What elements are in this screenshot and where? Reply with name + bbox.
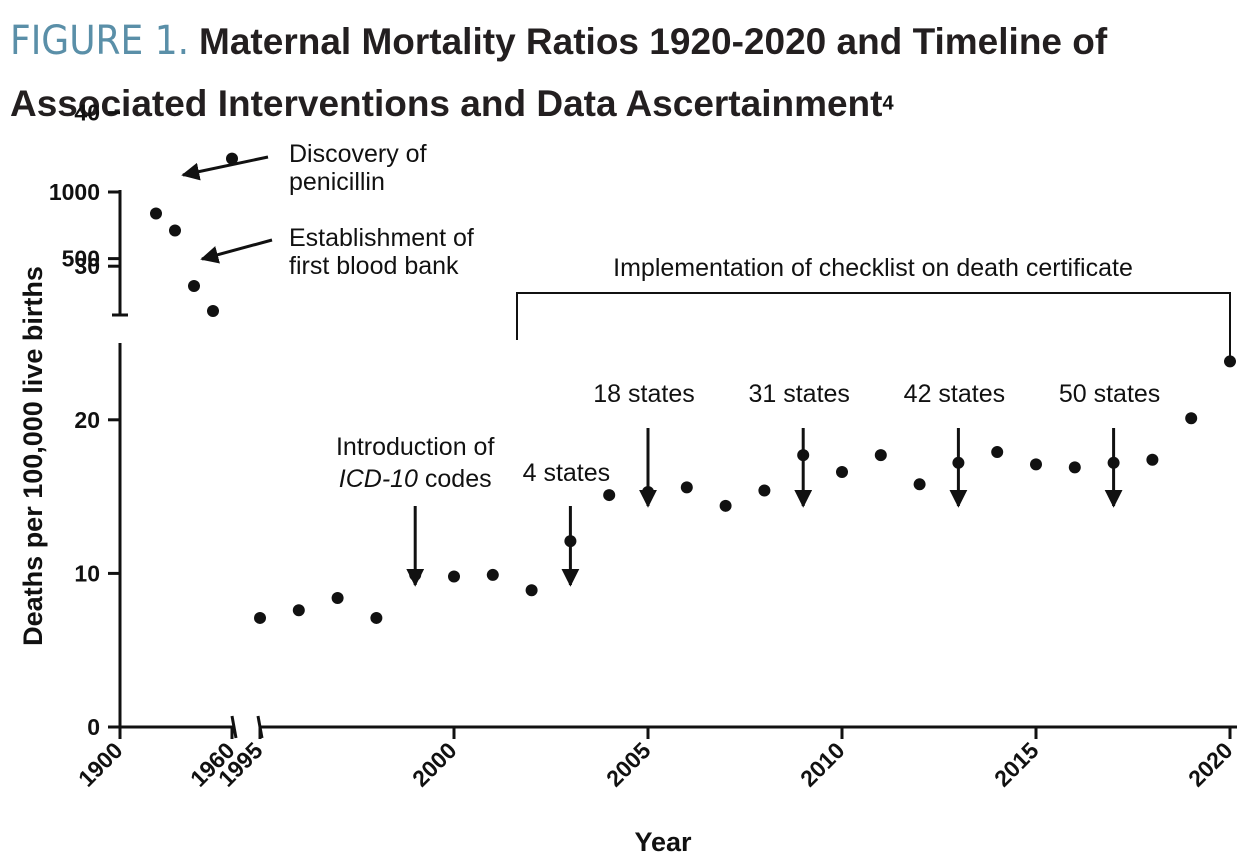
annotation-states-label: 50 states: [1059, 380, 1160, 408]
figure-heading: FIGURE 1. Maternal Mortality Ratios 1920-…: [10, 14, 1240, 139]
data-point: [1068, 461, 1081, 474]
y-tick-label: 20: [74, 407, 100, 433]
data-point: [370, 611, 383, 624]
data-point-historical: [150, 207, 162, 220]
data-point: [719, 499, 732, 512]
annotation-icd10-line1: Introduction of: [336, 433, 494, 461]
x-axis-title: Year: [634, 827, 692, 857]
x-axis-break-mark-left: [230, 715, 238, 739]
annotation-penicillin-arrow: [181, 155, 269, 181]
annotation-states-label: 4 states: [523, 459, 611, 487]
data-point: [1030, 458, 1042, 471]
annotation-icd10-line2: ICD-10 codes: [339, 465, 492, 493]
figure-label: FIGURE 1.: [10, 18, 190, 64]
annotation-states-label: 18 states: [593, 380, 694, 408]
annotation-penicillin-line1: Discovery of: [289, 140, 427, 168]
figure-superscript: 4: [882, 92, 894, 115]
data-point: [525, 584, 538, 597]
data-point: [991, 446, 1004, 459]
y-tick-label: 500: [62, 246, 100, 272]
y-tick-label: 1000: [49, 179, 100, 205]
data-point: [836, 466, 848, 479]
y-tick-label: 10: [74, 560, 100, 586]
annotation-states-label: 31 states: [748, 380, 849, 408]
y-tick-label: 40: [74, 100, 100, 126]
x-tick-label: 2020: [1183, 737, 1238, 792]
data-point-historical: [226, 152, 238, 165]
annotation-bloodbank-line1: Establishment of: [289, 224, 474, 252]
annotation-bloodbank-line2: first blood bank: [289, 252, 459, 280]
x-tick-label: 2000: [407, 737, 462, 792]
data-point: [254, 611, 266, 624]
data-point: [603, 489, 616, 502]
data-point-historical: [188, 280, 200, 293]
x-tick-label: 2005: [601, 737, 656, 792]
data-point: [1185, 412, 1198, 425]
data-point: [1146, 453, 1159, 466]
data-point-historical: [207, 305, 219, 317]
annotation-checklist-bracket: [516, 292, 1231, 356]
data-point: [913, 478, 926, 491]
figure-title: Maternal Mortality Ratios 1920-2020 and …: [10, 21, 1108, 124]
annotation-states-label: 42 states: [904, 380, 1005, 408]
y-axis-title: Deaths per 100,000 live births: [18, 266, 48, 646]
data-point: [486, 568, 499, 581]
data-point: [292, 604, 305, 617]
data-point: [758, 484, 771, 497]
y-tick-label: 0: [87, 714, 100, 740]
data-point: [680, 481, 693, 494]
annotation-penicillin-line2: penicillin: [289, 168, 385, 196]
annotation-bloodbank-arrow: [200, 238, 273, 264]
data-point-historical: [169, 224, 181, 237]
data-point: [1224, 355, 1236, 368]
x-tick-label: 2010: [795, 737, 850, 792]
data-point: [448, 570, 460, 583]
y-tick-label: 30: [74, 253, 100, 279]
annotation-checklist: Implementation of checklist on death cer…: [613, 254, 1133, 282]
data-point: [331, 591, 344, 604]
x-tick-label: 1900: [73, 737, 128, 792]
x-tick-label: 2015: [989, 737, 1044, 792]
data-point: [874, 449, 887, 462]
